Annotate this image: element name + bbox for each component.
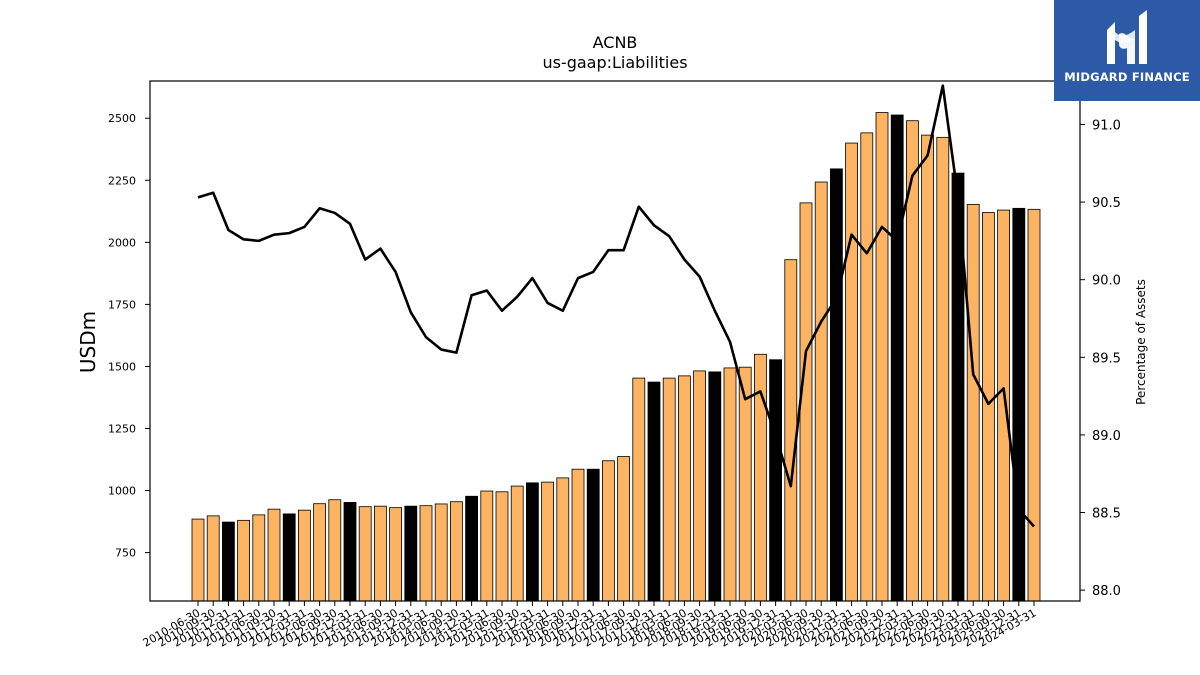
series-line: [197, 84, 1035, 528]
y-tick-label: 2500: [108, 112, 136, 125]
y2-tick-label: 90.5: [1092, 196, 1121, 211]
bar: [1027, 208, 1041, 602]
bar: [586, 468, 600, 602]
chart-subtitle: us-gaap:Liabilities: [542, 53, 687, 72]
bar: [389, 507, 403, 602]
logo-text: MIDGARD FINANCE: [1064, 70, 1190, 84]
bar: [510, 485, 524, 602]
bar: [845, 142, 858, 602]
bar: [769, 359, 782, 602]
bar: [936, 136, 950, 602]
bar: [556, 477, 570, 602]
bar: [784, 259, 798, 602]
bar: [723, 367, 737, 602]
bar: [419, 505, 433, 602]
bar: [252, 514, 266, 602]
bar: [814, 181, 828, 602]
bar: [1012, 207, 1026, 602]
bar: [449, 501, 463, 602]
bar: [343, 502, 357, 602]
chart-title: ACNB: [593, 33, 638, 52]
line-layer: [197, 84, 1035, 528]
bar: [221, 521, 235, 602]
bar: [282, 513, 296, 602]
bar: [297, 509, 311, 602]
bar: [541, 481, 554, 602]
bar: [571, 468, 585, 602]
y-tick-label: 1000: [108, 485, 136, 498]
plot-frame: [149, 80, 1081, 602]
y-tick-label: 2000: [108, 236, 136, 249]
bar: [191, 518, 205, 602]
bar: [678, 375, 691, 602]
bar: [875, 112, 889, 602]
bar: [480, 490, 494, 602]
y-tick-label: 750: [115, 547, 136, 560]
bar: [206, 515, 220, 602]
y2-tick-label: 89.0: [1092, 429, 1121, 444]
y-tick-label: 2250: [108, 174, 136, 187]
bar: [799, 202, 813, 602]
bar: [617, 456, 630, 602]
logo-mark-icon: [1107, 10, 1147, 64]
y-tick-label: 1500: [108, 360, 136, 373]
y2-tick-label: 91.0: [1092, 118, 1121, 133]
y-tick-label: 1750: [108, 298, 136, 311]
bar: [526, 482, 539, 602]
bar: [982, 212, 995, 602]
y2-tick-label: 90.0: [1092, 274, 1121, 289]
bar: [602, 460, 615, 602]
bar: [373, 505, 387, 602]
bar: [997, 209, 1010, 602]
y-tick-label: 1250: [108, 422, 136, 435]
bar: [465, 495, 479, 602]
bar: [495, 491, 509, 602]
bar: [328, 499, 342, 602]
bar: [708, 371, 722, 602]
bar: [921, 134, 934, 602]
bar: [966, 203, 980, 602]
bar: [738, 366, 752, 602]
x-axis: 2010-06-302010-09-302010-12-312011-03-31…: [141, 601, 1039, 650]
bar: [890, 114, 904, 602]
bar: [860, 132, 874, 602]
bar-group: [191, 112, 1041, 602]
midgard-finance-logo: MIDGARD FINANCE: [1054, 0, 1200, 101]
bar: [358, 506, 372, 602]
y-axis-left: 750 1000 1250 1500 1750 2000 2250 2500: [108, 112, 150, 560]
bar: [237, 519, 251, 602]
y-axis-right: 88.0 88.5 89.0 89.5 90.0 90.5 91.0: [1080, 118, 1121, 599]
bar: [313, 503, 327, 602]
y2-tick-label: 88.0: [1092, 584, 1121, 599]
bar: [647, 381, 661, 602]
bar: [830, 168, 843, 602]
y-axis-label: USDm: [76, 311, 100, 373]
bar: [632, 377, 646, 602]
bar: [662, 377, 676, 602]
bar: [693, 370, 706, 602]
y2-axis-label: Percentage of Assets: [1134, 279, 1148, 405]
y2-tick-label: 89.5: [1092, 351, 1121, 366]
bar: [267, 508, 281, 602]
bar: [434, 503, 448, 602]
bar: [404, 505, 418, 602]
y2-tick-label: 88.5: [1092, 507, 1121, 522]
